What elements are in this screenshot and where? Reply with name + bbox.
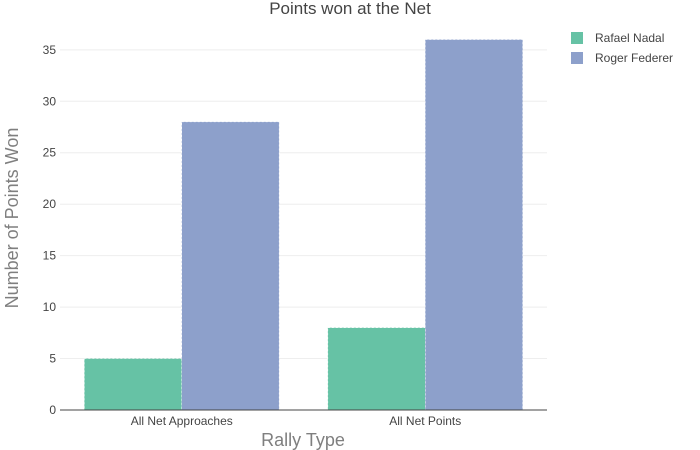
- legend-label[interactable]: Roger Federer: [595, 51, 673, 65]
- x-axis-title: Rally Type: [261, 430, 345, 450]
- y-tick-label: 0: [49, 403, 56, 417]
- bar-rafael-nadal-1: [327, 327, 426, 411]
- bar-roger-federer-0: [181, 121, 280, 411]
- chart-title: Points won at the Net: [269, 0, 431, 18]
- y-tick-label: 15: [43, 249, 57, 263]
- y-tick-label: 20: [43, 197, 57, 211]
- legend: Rafael Nadal Roger Federer: [571, 31, 673, 65]
- y-axis-ticks: 0 5 10 15 20 25 30 35: [43, 43, 57, 417]
- bar-rafael-nadal-0: [84, 358, 182, 411]
- bar-roger-federer-1: [425, 39, 523, 411]
- y-tick-label: 30: [43, 94, 57, 108]
- bars: [84, 39, 523, 411]
- x-tick-label: All Net Points: [389, 414, 461, 428]
- x-tick-label: All Net Approaches: [131, 414, 233, 428]
- y-tick-label: 35: [43, 43, 57, 57]
- legend-swatch[interactable]: [571, 52, 583, 64]
- y-axis-title: Number of Points Won: [2, 128, 22, 309]
- legend-swatch[interactable]: [571, 32, 583, 44]
- x-axis-ticks: All Net Approaches All Net Points: [131, 414, 462, 428]
- y-tick-label: 10: [43, 300, 57, 314]
- gridlines: [60, 49, 547, 360]
- y-tick-label: 5: [49, 352, 56, 366]
- y-tick-label: 25: [43, 146, 57, 160]
- legend-label[interactable]: Rafael Nadal: [595, 31, 664, 45]
